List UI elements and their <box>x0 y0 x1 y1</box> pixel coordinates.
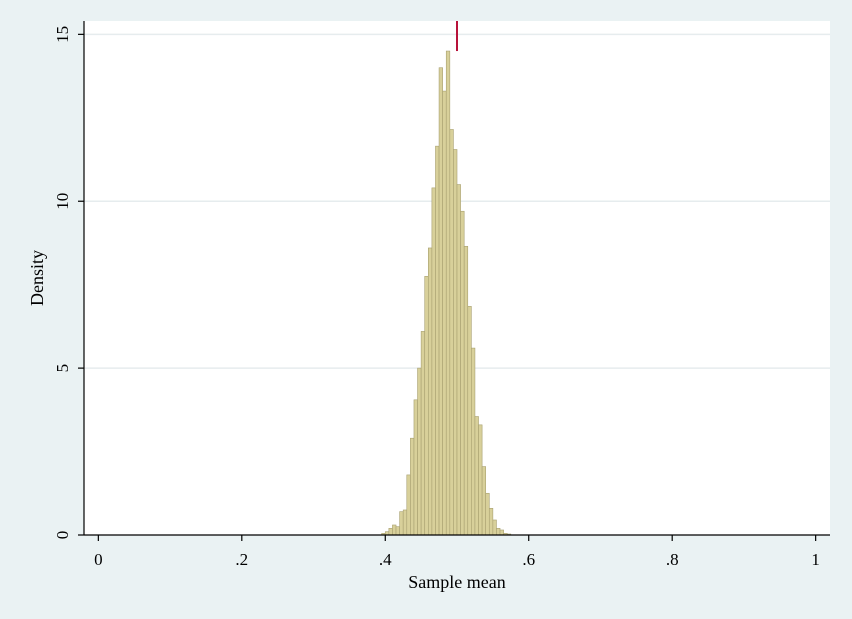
histogram-bar <box>406 474 411 536</box>
histogram-bar <box>392 524 397 536</box>
y-tick-label: 10 <box>53 193 72 210</box>
histogram-bar <box>431 187 436 536</box>
x-tick-label: 1 <box>811 550 820 569</box>
histogram-bar <box>424 276 429 536</box>
histogram-bar <box>435 145 440 536</box>
histogram-bar <box>438 67 443 536</box>
histogram-bar <box>499 529 504 536</box>
histogram-bar <box>485 492 490 536</box>
histogram-bar <box>474 416 479 536</box>
histogram-bar <box>399 511 404 536</box>
histogram-bar <box>481 466 486 536</box>
histogram-bar <box>456 184 461 536</box>
histogram-bar <box>488 507 494 536</box>
histogram-bar <box>467 306 472 536</box>
x-tick-label: .2 <box>235 550 248 569</box>
histogram-bar <box>402 509 408 536</box>
histogram-bar <box>417 367 422 536</box>
histogram-bar <box>453 149 458 536</box>
histogram-bar <box>413 399 418 536</box>
x-tick-label: 0 <box>94 550 103 569</box>
y-tick-label: 0 <box>53 531 72 540</box>
y-axis-title: Density <box>27 250 47 306</box>
y-tick-label: 5 <box>53 364 72 373</box>
histogram-bar <box>471 347 476 536</box>
histogram-bar <box>395 526 400 536</box>
y-tick-label: 15 <box>53 26 72 43</box>
x-tick-label: .8 <box>666 550 679 569</box>
histogram-bar <box>496 528 501 536</box>
histogram-bar <box>460 210 465 536</box>
x-tick-label: .6 <box>522 550 535 569</box>
histogram-bar <box>420 331 426 536</box>
histogram-bars <box>381 50 512 536</box>
histogram-bar <box>428 247 433 536</box>
x-axis-ticks: 0 .2 .4 .6 .8 1 <box>94 535 820 569</box>
histogram-bar <box>442 90 447 536</box>
x-tick-label: .4 <box>379 550 392 569</box>
x-axis-title: Sample mean <box>408 572 505 592</box>
histogram-bar <box>463 245 469 536</box>
histogram-bar <box>388 528 393 536</box>
histogram-bar <box>492 519 497 536</box>
histogram-bar <box>410 437 415 536</box>
histogram-bar <box>478 424 483 536</box>
histogram-bar <box>449 129 454 536</box>
histogram-bar <box>445 50 451 536</box>
y-axis-ticks: 0 5 10 15 <box>53 26 84 539</box>
